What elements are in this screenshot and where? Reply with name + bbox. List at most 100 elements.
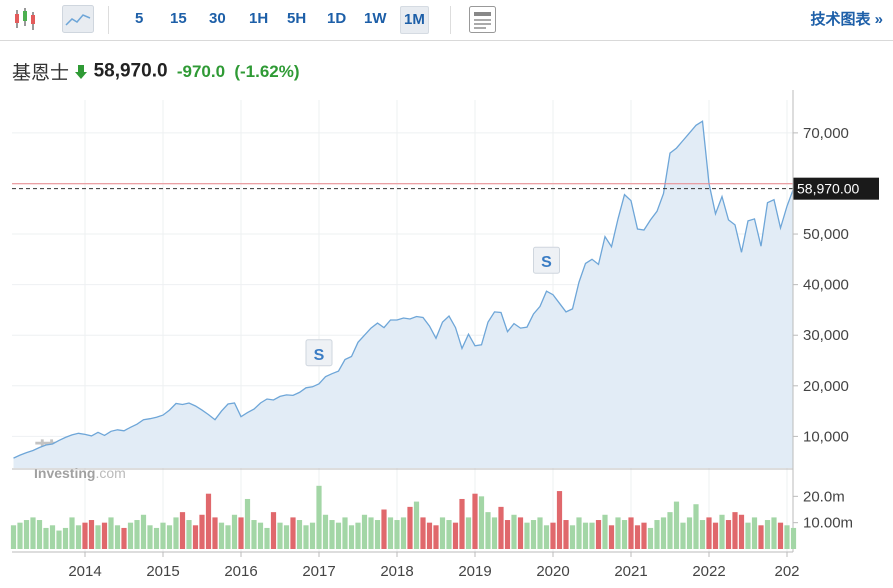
volume-bar (348, 525, 355, 549)
interval-button[interactable]: 5H (287, 10, 307, 27)
volume-bar (576, 517, 582, 549)
volume-bar (270, 512, 277, 549)
volume-bar (439, 517, 446, 549)
volume-bar (186, 520, 192, 549)
interval-button[interactable]: 1H (249, 10, 269, 27)
volume-bar (381, 509, 387, 549)
volume-bar (537, 517, 543, 549)
quote-header: 基恩士 58,970.0 -970.0 (-1.62%) (12, 58, 300, 85)
volume-bar (465, 517, 472, 549)
change: -970.0 (176, 61, 226, 81)
annotation-label: S (314, 347, 325, 364)
volume-bar (368, 517, 374, 549)
volume-bar (322, 514, 329, 549)
volume-bar (504, 520, 511, 549)
technical-chart-link[interactable]: 技术图表 » (810, 11, 883, 28)
volume-bar (166, 525, 173, 549)
volume-bar (192, 525, 199, 549)
volume-bar (342, 517, 348, 549)
layout-icon[interactable] (468, 5, 498, 35)
volume-bar (569, 525, 576, 549)
separator (108, 6, 109, 34)
volume-bar (205, 493, 212, 549)
volume-bar (719, 514, 725, 549)
volume-bar (23, 520, 30, 549)
interval-button[interactable]: 1W (364, 10, 387, 27)
volume-bar (407, 506, 413, 549)
volume-bar (446, 520, 452, 549)
interval-button[interactable]: 30 (209, 10, 226, 27)
volume-bar (491, 517, 498, 549)
volume-bar (290, 517, 296, 549)
volume-bar (244, 498, 251, 549)
volume-bar (251, 520, 257, 549)
price-line (13, 120, 795, 459)
interval-button[interactable]: 5 (135, 10, 144, 27)
volume-bar (361, 514, 368, 549)
x-tick-label: 202 (774, 563, 799, 580)
volume-bar (459, 498, 465, 549)
volume-bar (303, 525, 309, 549)
volume-bar (634, 525, 641, 549)
volume-bar (680, 522, 686, 549)
volume-bar (517, 517, 524, 549)
volume-bar (745, 522, 751, 549)
volume-bar (277, 522, 283, 549)
volume-bar (472, 493, 478, 549)
volume-bar (62, 527, 69, 549)
volume-bar (218, 522, 225, 549)
line-chart-icon[interactable] (62, 5, 96, 35)
volume-bar (530, 520, 537, 549)
volume-bar (225, 525, 231, 549)
interval-button[interactable]: 15 (170, 10, 187, 27)
x-tick-label: 2016 (224, 563, 257, 580)
x-tick-label: 2014 (68, 563, 101, 580)
y-tick-label: 60,000 (803, 175, 849, 192)
volume-bar (485, 512, 491, 549)
x-tick-label: 2019 (458, 563, 491, 580)
volume-bar (621, 520, 628, 549)
y-tick-label: 30,000 (803, 327, 849, 344)
price-area (13, 121, 794, 468)
volume-bar (732, 512, 738, 549)
volume-bar (478, 496, 485, 549)
volume-bar (790, 527, 797, 549)
volume-bar (712, 522, 719, 549)
volume-bar (231, 514, 238, 549)
volume-bar (127, 522, 134, 549)
volume-bar (784, 525, 790, 549)
last-price-label: 58,970.00 (797, 181, 859, 197)
volume-bar (394, 520, 400, 549)
volume-bar (654, 520, 660, 549)
separator (450, 6, 451, 34)
down-arrow (75, 64, 88, 79)
volume-bar (56, 530, 62, 549)
volume-bar (199, 514, 205, 549)
volume-bar (641, 522, 647, 549)
volume-bar (615, 517, 621, 549)
volume-bar (608, 525, 615, 549)
volume-bar (160, 522, 166, 549)
annotation-box (305, 339, 333, 367)
x-tick-label: 2017 (302, 563, 335, 580)
volume-bar (17, 522, 23, 549)
volume-bar (82, 522, 88, 549)
annotation-label: S (541, 254, 552, 271)
price: 58,970.0 (93, 60, 168, 82)
y-tick-label: 40,000 (803, 277, 849, 294)
candle-icon[interactable] (15, 8, 35, 30)
interval-button[interactable]: 1M (400, 6, 429, 34)
y-tick-label: 70,000 (803, 125, 849, 142)
x-tick-label: 2020 (536, 563, 569, 580)
change-percent: (-1.62%) (234, 61, 300, 81)
volume-bar (147, 525, 153, 549)
interval-button[interactable]: 1D (327, 10, 347, 27)
y2-tick-label: 10.00m (803, 515, 853, 532)
volume-bar (355, 522, 361, 549)
volume-bar (686, 517, 693, 549)
watermark-text: Investing (34, 465, 95, 481)
volume-bar (95, 525, 101, 549)
volume-bar (283, 525, 290, 549)
